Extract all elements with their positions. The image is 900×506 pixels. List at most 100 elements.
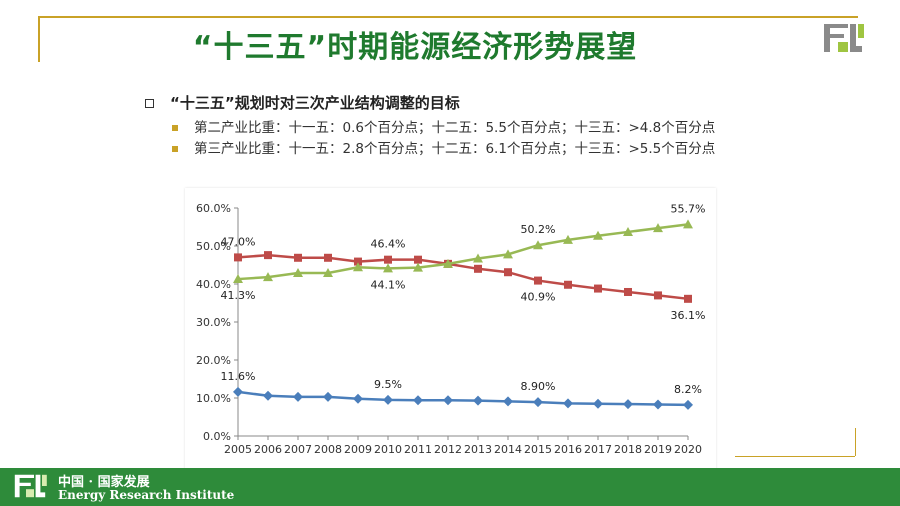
x-tick-label: 2006 [254, 443, 282, 456]
data-point-series-1 [653, 399, 663, 410]
data-point-series-1 [683, 399, 693, 410]
data-label: 47.0% [221, 235, 256, 248]
main-bullet: “十三五”规划时对三次产业结构调整的目标 [145, 92, 460, 113]
data-point-series-2 [654, 291, 662, 300]
data-point-series-1 [413, 395, 423, 406]
data-point-series-3 [383, 263, 393, 273]
x-tick-label: 2009 [344, 443, 372, 456]
data-point-series-2 [264, 251, 272, 260]
data-point-series-1 [593, 398, 603, 409]
data-point-series-1 [563, 398, 573, 409]
data-point-series-3 [263, 272, 273, 282]
footer-logo-icon [14, 474, 47, 498]
data-point-series-3 [533, 240, 543, 250]
data-point-series-3 [563, 234, 573, 244]
data-point-series-1 [233, 386, 243, 397]
decor-line [855, 428, 856, 456]
x-tick-label: 2012 [434, 443, 462, 456]
data-label: 8.2% [674, 383, 702, 396]
y-tick-label: 40.0% [196, 278, 231, 291]
checkbox-bullet-icon [145, 99, 154, 108]
data-point-series-3 [353, 262, 363, 272]
decor-line [735, 456, 855, 457]
y-tick-label: 20.0% [196, 354, 231, 367]
data-point-series-2 [414, 255, 422, 264]
industry-structure-chart: 0.0%10.0%20.0%30.0%40.0%50.0%60.0%2005 20… [196, 202, 706, 486]
series-line-2 [237, 253, 689, 301]
data-point-series-3 [233, 274, 243, 284]
data-point-series-2 [324, 253, 332, 262]
x-tick-label: 2017 [584, 443, 612, 456]
data-point-series-2 [384, 255, 392, 264]
data-point-series-3 [413, 262, 423, 272]
data-point-series-2 [534, 276, 542, 285]
data-label: 55.7% [671, 202, 706, 215]
data-point-series-1 [443, 395, 453, 406]
y-tick-label: 10.0% [196, 392, 231, 405]
y-tick-label: 50.0% [196, 240, 231, 253]
footer-org-cn: 中国 · 国家发展 [58, 475, 150, 490]
data-label: 50.2% [521, 223, 556, 236]
data-point-series-1 [353, 393, 363, 404]
data-point-series-2 [504, 268, 512, 277]
y-tick-label: 30.0% [196, 316, 231, 329]
sub-bullet-secondary-text: 第二产业比重：十一五：0.6个百分点；十二五：5.5个百分点；十三五：>4.8个… [194, 120, 716, 136]
data-point-series-1 [503, 396, 513, 407]
sub-bullet-secondary: 第二产业比重：十一五：0.6个百分点；十二五：5.5个百分点；十三五：>4.8个… [172, 116, 715, 136]
x-tick-label: 2005 [224, 443, 252, 456]
data-point-series-3 [623, 226, 633, 236]
square-bullet-icon [172, 146, 178, 152]
data-point-series-2 [354, 257, 362, 266]
x-tick-label: 2013 [464, 443, 492, 456]
data-point-series-3 [293, 267, 303, 277]
data-point-series-3 [683, 219, 693, 229]
frame-line-top [38, 16, 858, 18]
data-label: 9.5% [374, 378, 402, 391]
x-tick-label: 2018 [614, 443, 642, 456]
footer-org-en: Energy Research Institute [58, 488, 235, 502]
footer-bar [0, 468, 900, 506]
x-tick-label: 2007 [284, 443, 312, 456]
data-point-series-3 [593, 230, 603, 240]
data-point-series-2 [234, 253, 242, 262]
y-tick-label: 60.0% [196, 202, 231, 215]
x-tick-label: 2008 [314, 443, 342, 456]
data-point-series-2 [564, 280, 572, 289]
x-tick-label: 2016 [554, 443, 582, 456]
data-label: 11.6% [221, 370, 256, 383]
x-tick-label: 2014 [494, 443, 522, 456]
data-point-series-3 [473, 253, 483, 263]
data-label: 40.9% [521, 291, 556, 304]
sub-bullet-tertiary-text: 第三产业比重：十一五：2.8个百分点；十二五：6.1个百分点；十三五：>5.5个… [194, 141, 716, 157]
series-line-3 [237, 223, 689, 281]
data-point-series-2 [594, 284, 602, 293]
frame-line-left [38, 16, 40, 62]
x-tick-label: 2011 [404, 443, 432, 456]
data-point-series-2 [624, 287, 632, 296]
chart-container: 0.0% 10.0% 20.0% 30.0% 40.0% 50.0% 60.0% 2005 20… [185, 188, 716, 496]
institute-logo-icon [824, 24, 864, 52]
data-point-series-2 [474, 264, 482, 273]
data-label: 46.4% [371, 238, 406, 251]
data-point-series-1 [533, 397, 543, 408]
data-point-series-1 [323, 391, 333, 402]
sub-bullet-tertiary: 第三产业比重：十一五：2.8个百分点；十二五：6.1个百分点；十三五：>5.5个… [172, 137, 715, 157]
data-label: 36.1% [671, 309, 706, 322]
x-tick-label: 2020 [674, 443, 702, 456]
x-tick-label: 2010 [374, 443, 402, 456]
page-title: “十三五”时期能源经济形势展望 [192, 30, 638, 65]
data-label: 44.1% [371, 278, 406, 291]
data-point-series-3 [653, 223, 663, 233]
data-point-series-1 [383, 394, 393, 405]
data-point-series-3 [443, 258, 453, 268]
data-point-series-1 [263, 390, 273, 401]
square-bullet-icon [172, 125, 178, 131]
data-point-series-1 [623, 399, 633, 410]
data-point-series-3 [323, 267, 333, 277]
x-tick-label: 2015 [524, 443, 552, 456]
x-tick-label: 2019 [644, 443, 672, 456]
data-label: 8.90% [521, 380, 556, 393]
y-tick-label: 0.0% [203, 430, 231, 443]
data-point-series-1 [473, 395, 483, 406]
data-point-series-1 [293, 391, 303, 402]
